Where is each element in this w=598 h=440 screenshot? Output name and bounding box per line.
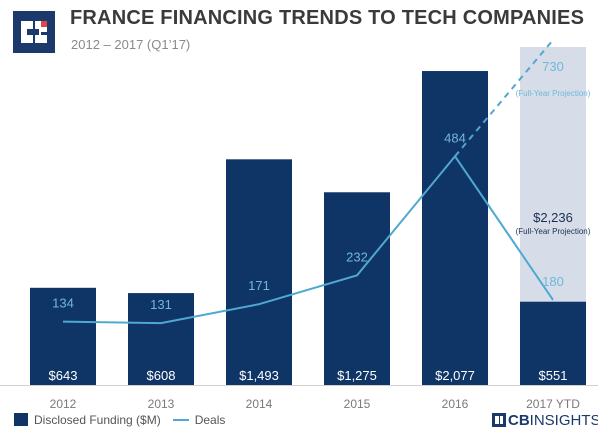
deals-line bbox=[62, 154, 554, 325]
funding-bar bbox=[422, 71, 488, 385]
funding-bar-label: $551 bbox=[539, 368, 568, 383]
deals-projection-note: (Full-Year Projection) bbox=[516, 89, 591, 98]
deal-count-label: 131 bbox=[150, 297, 172, 312]
chart-legend: Disclosed Funding ($M) Deals bbox=[14, 413, 225, 427]
brand-wordmark: CBINSIGHTS bbox=[492, 412, 598, 429]
funding-bar-label: $608 bbox=[147, 368, 176, 383]
chart-title: FRANCE FINANCING TRENDS TO TECH COMPANIE… bbox=[70, 7, 585, 29]
x-tick-label: 2014 bbox=[246, 397, 273, 411]
deal-count-label: 180 bbox=[542, 274, 564, 289]
legend-funding-label: Disclosed Funding ($M) bbox=[34, 413, 161, 427]
deals-projection-line bbox=[454, 39, 554, 157]
legend-deals-label: Deals bbox=[194, 413, 226, 427]
x-tick-label: 2017 YTD bbox=[526, 397, 580, 411]
funding-projection-value: $2,236 bbox=[533, 210, 573, 225]
deal-count-label: 232 bbox=[346, 249, 368, 264]
deal-count-label: 484 bbox=[444, 130, 466, 145]
funding-bar bbox=[520, 301, 586, 385]
x-tick-label: 2012 bbox=[50, 397, 77, 411]
x-tick-label: 2015 bbox=[344, 397, 371, 411]
cb-insights-small-logo-icon bbox=[492, 413, 506, 427]
funding-bar bbox=[128, 293, 194, 385]
deal-count-label: 134 bbox=[52, 296, 74, 311]
brand-part2: INSIGHTS bbox=[529, 412, 598, 429]
x-tick-label: 2013 bbox=[148, 397, 175, 411]
funding-bar-label: $1,493 bbox=[239, 368, 279, 383]
funding-bar bbox=[30, 287, 96, 385]
funding-bar bbox=[324, 192, 390, 385]
funding-bar bbox=[226, 159, 292, 385]
funding-bar-label: $643 bbox=[49, 368, 78, 383]
brand-part1: CB bbox=[508, 412, 530, 429]
legend-funding-swatch bbox=[14, 413, 28, 426]
cb-insights-logo-icon bbox=[13, 11, 55, 53]
funding-bar-label: $2,077 bbox=[435, 368, 475, 383]
legend-deals-swatch bbox=[172, 419, 189, 421]
deals-projection-value: 730 bbox=[542, 59, 564, 74]
funding-bar-label: $1,275 bbox=[337, 368, 377, 383]
deal-count-label: 171 bbox=[248, 278, 270, 293]
chart-subtitle: 2012 – 2017 (Q1’17) bbox=[71, 37, 191, 52]
funding-projection-note: (Full-Year Projection) bbox=[516, 227, 591, 236]
x-tick-label: 2016 bbox=[442, 397, 469, 411]
